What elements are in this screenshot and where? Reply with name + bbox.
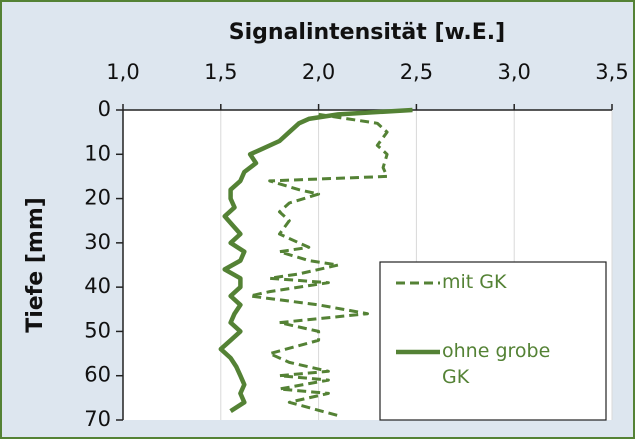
x-tick-label: 3,5: [595, 60, 628, 84]
x-tick-label: 1,5: [204, 60, 237, 84]
y-tick-label: 60: [84, 363, 111, 387]
chart-title: Signalintensität [w.E.]: [229, 20, 505, 45]
y-tick-label: 50: [84, 318, 111, 342]
x-tick-label: 1,0: [106, 60, 139, 84]
y-tick-label: 20: [84, 186, 111, 210]
x-tick-label: 3,0: [497, 60, 530, 84]
legend-item: mit GK: [442, 271, 507, 293]
x-tick-label: 2,5: [400, 60, 433, 84]
legend-box: [379, 261, 607, 421]
legend-item: ohne grobe GK: [442, 340, 551, 388]
y-tick-label: 0: [98, 97, 111, 121]
y-axis-title: Tiefe [mm]: [23, 197, 48, 333]
y-tick-label: 10: [84, 141, 111, 165]
data-line: [248, 112, 389, 418]
x-tick-label: 2,0: [302, 60, 335, 84]
y-tick-label: 30: [84, 230, 111, 254]
data-line: [218, 107, 413, 413]
y-tick-label: 40: [84, 274, 111, 298]
y-tick-label: 70: [84, 407, 111, 431]
legend-label: mit GK: [442, 271, 507, 293]
legend-label: ohne grobe GK: [442, 340, 551, 388]
